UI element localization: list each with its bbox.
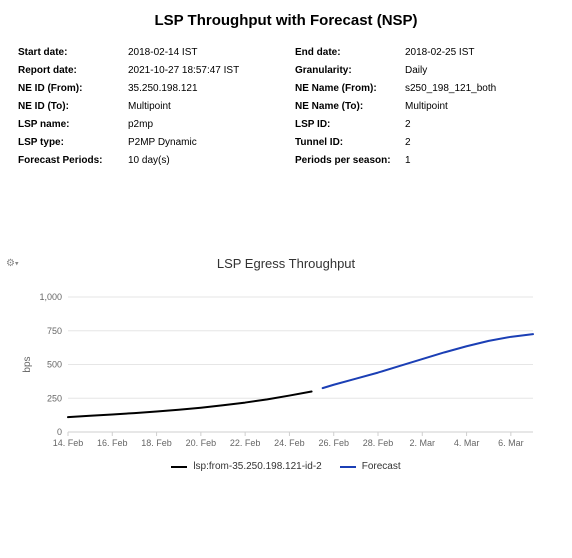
meta-label: Forecast Periods: <box>18 155 128 166</box>
svg-text:26. Feb: 26. Feb <box>318 438 349 448</box>
meta-label: LSP type: <box>18 137 128 148</box>
meta-row: End date:2018-02-25 IST <box>295 47 554 58</box>
meta-value: 2 <box>405 119 411 130</box>
meta-label: Granularity: <box>295 65 405 76</box>
meta-label: NE Name (From): <box>295 83 405 94</box>
meta-label: Tunnel ID: <box>295 137 405 148</box>
meta-row: NE Name (From):s250_198_121_both <box>295 83 554 94</box>
svg-text:18. Feb: 18. Feb <box>141 438 172 448</box>
meta-label: Report date: <box>18 65 128 76</box>
chart-title: LSP Egress Throughput <box>18 256 554 271</box>
meta-label: NE ID (From): <box>18 83 128 94</box>
meta-value: 2021-10-27 18:57:47 IST <box>128 65 239 76</box>
svg-text:28. Feb: 28. Feb <box>363 438 394 448</box>
meta-value: 2018-02-25 IST <box>405 47 475 58</box>
meta-label: End date: <box>295 47 405 58</box>
meta-value: P2MP Dynamic <box>128 137 197 148</box>
legend-item: Forecast <box>340 461 401 472</box>
page-title: LSP Throughput with Forecast (NSP) <box>18 12 554 29</box>
meta-row: Tunnel ID:2 <box>295 137 554 148</box>
legend-item: lsp:from-35.250.198.121-id-2 <box>171 461 321 472</box>
meta-label: Start date: <box>18 47 128 58</box>
svg-text:24. Feb: 24. Feb <box>274 438 305 448</box>
svg-text:4. Mar: 4. Mar <box>454 438 480 448</box>
svg-text:22. Feb: 22. Feb <box>230 438 261 448</box>
svg-text:bps: bps <box>22 356 33 372</box>
meta-row: NE Name (To):Multipoint <box>295 101 554 112</box>
meta-label: NE Name (To): <box>295 101 405 112</box>
meta-label: LSP name: <box>18 119 128 130</box>
svg-text:6. Mar: 6. Mar <box>498 438 524 448</box>
meta-value: Multipoint <box>405 101 448 112</box>
chart-section: ⚙▾ LSP Egress Throughput 02505007501,000… <box>18 256 554 472</box>
meta-row: Start date:2018-02-14 IST <box>18 47 277 58</box>
legend-swatch <box>171 466 187 468</box>
meta-value: 10 day(s) <box>128 155 170 166</box>
meta-row: Granularity:Daily <box>295 65 554 76</box>
meta-value: 35.250.198.121 <box>128 83 198 94</box>
meta-value: 2018-02-14 IST <box>128 47 198 58</box>
svg-text:500: 500 <box>47 360 62 370</box>
meta-label: LSP ID: <box>295 119 405 130</box>
meta-row: LSP type:P2MP Dynamic <box>18 137 277 148</box>
meta-value: s250_198_121_both <box>405 83 496 94</box>
meta-value: p2mp <box>128 119 153 130</box>
chart-options-menu[interactable]: ⚙▾ <box>6 258 18 269</box>
chart-plot: 0 250 500 750 1,000 bps 14. Feb 16. Feb 18. Feb 2… <box>18 277 554 455</box>
svg-text:16. Feb: 16. Feb <box>97 438 128 448</box>
meta-row: NE ID (From):35.250.198.121 <box>18 83 277 94</box>
meta-row: Periods per season:1 <box>295 155 554 166</box>
meta-row: LSP ID:2 <box>295 119 554 130</box>
svg-text:2. Mar: 2. Mar <box>410 438 436 448</box>
svg-text:0: 0 <box>57 427 62 437</box>
legend-label: Forecast <box>362 461 401 472</box>
meta-row: Forecast Periods:10 day(s) <box>18 155 277 166</box>
meta-row: NE ID (To):Multipoint <box>18 101 277 112</box>
legend-label: lsp:from-35.250.198.121-id-2 <box>193 461 321 472</box>
meta-row: Report date:2021-10-27 18:57:47 IST <box>18 65 277 76</box>
svg-text:14. Feb: 14. Feb <box>53 438 84 448</box>
meta-value: Multipoint <box>128 101 171 112</box>
svg-text:20. Feb: 20. Feb <box>186 438 217 448</box>
meta-label: NE ID (To): <box>18 101 128 112</box>
svg-text:750: 750 <box>47 326 62 336</box>
meta-value: 2 <box>405 137 411 148</box>
meta-value: 1 <box>405 155 411 166</box>
meta-row: LSP name:p2mp <box>18 119 277 130</box>
meta-label: Periods per season: <box>295 155 405 166</box>
legend-swatch <box>340 466 356 468</box>
svg-text:250: 250 <box>47 393 62 403</box>
meta-grid: Start date:2018-02-14 ISTEnd date:2018-0… <box>18 47 554 166</box>
meta-value: Daily <box>405 65 427 76</box>
chart-legend: lsp:from-35.250.198.121-id-2 Forecast <box>18 461 554 472</box>
svg-text:1,000: 1,000 <box>39 292 62 302</box>
